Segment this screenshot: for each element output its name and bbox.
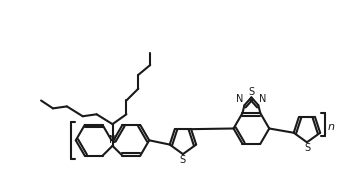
Text: n: n <box>328 122 335 132</box>
Text: N: N <box>259 94 267 104</box>
Text: S: S <box>180 155 186 165</box>
Text: N: N <box>236 94 244 104</box>
Text: S: S <box>304 143 310 153</box>
Text: N: N <box>109 135 116 145</box>
Text: S: S <box>248 87 254 97</box>
